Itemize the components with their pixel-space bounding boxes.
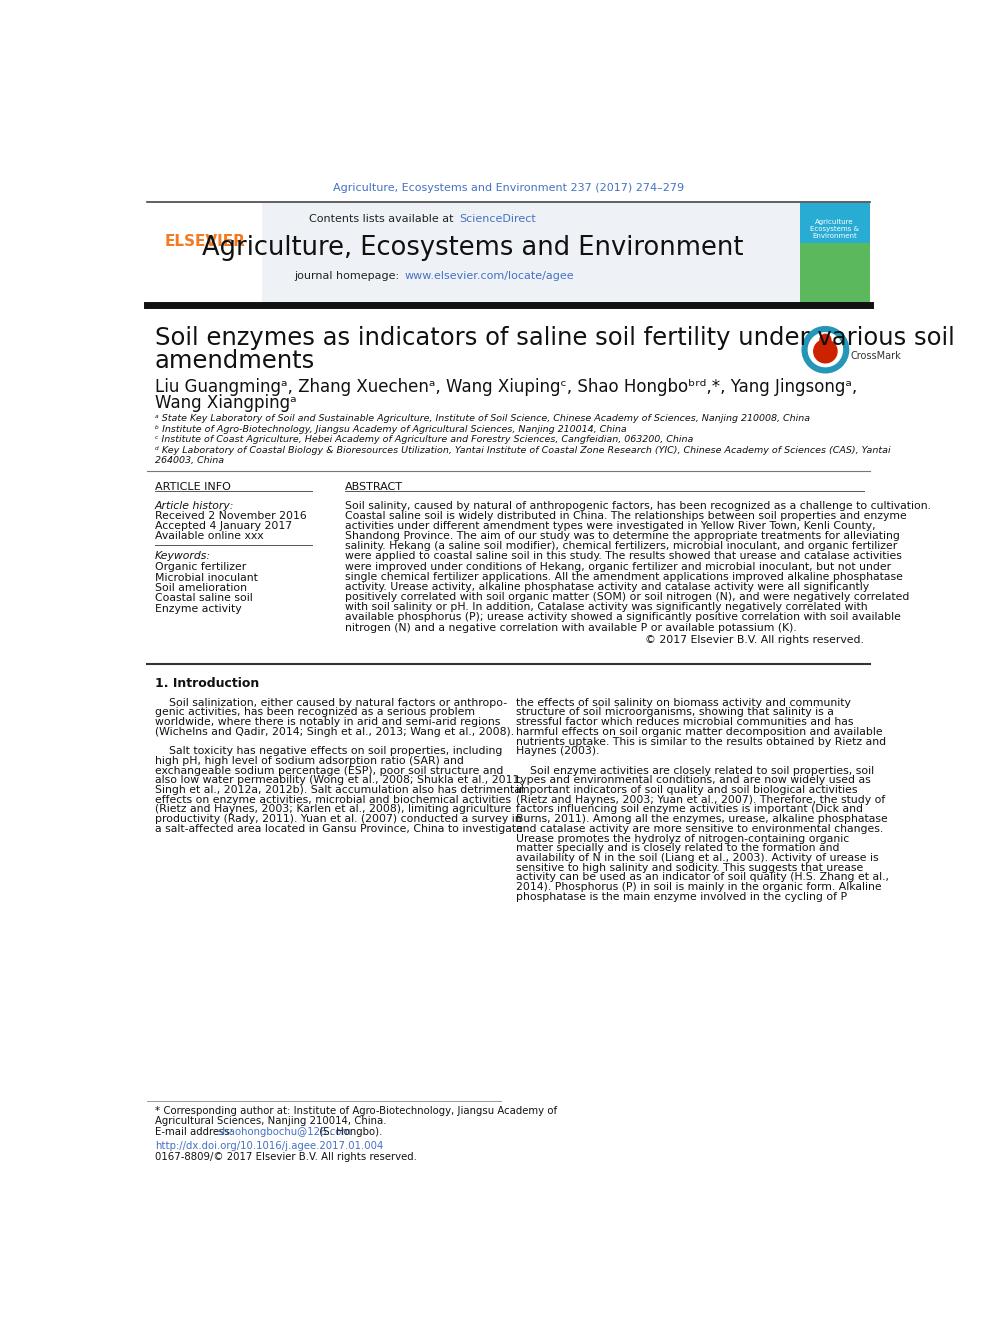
Text: Article history:: Article history: xyxy=(155,500,234,511)
Text: Soil salinity, caused by natural of anthropogenic factors, has been recognized a: Soil salinity, caused by natural of anth… xyxy=(345,500,930,511)
Text: activity can be used as an indicator of soil quality (H.S. Zhang et al.,: activity can be used as an indicator of … xyxy=(516,872,889,882)
Text: genic activities, has been recognized as a serious problem: genic activities, has been recognized as… xyxy=(155,708,475,717)
Text: journal homepage:: journal homepage: xyxy=(295,271,403,280)
Text: Burns, 2011). Among all the enzymes, urease, alkaline phosphatase: Burns, 2011). Among all the enzymes, ure… xyxy=(516,814,888,824)
Text: Singh et al., 2012a, 2012b). Salt accumulation also has detrimental: Singh et al., 2012a, 2012b). Salt accumu… xyxy=(155,785,524,795)
Text: positively correlated with soil organic matter (SOM) or soil nitrogen (N), and w: positively correlated with soil organic … xyxy=(345,593,910,602)
Text: productivity (Rady, 2011). Yuan et al. (2007) conducted a survey in: productivity (Rady, 2011). Yuan et al. (… xyxy=(155,814,522,824)
Text: Accepted 4 January 2017: Accepted 4 January 2017 xyxy=(155,521,292,532)
Text: structure of soil microorganisms, showing that salinity is a: structure of soil microorganisms, showin… xyxy=(516,708,834,717)
Circle shape xyxy=(813,340,837,363)
Text: * Corresponding author at: Institute of Agro-Biotechnology, Jiangsu Academy of: * Corresponding author at: Institute of … xyxy=(155,1106,558,1115)
Text: Soil salinization, either caused by natural factors or anthropo-: Soil salinization, either caused by natu… xyxy=(155,697,507,708)
Text: salinity. Hekang (a saline soil modifier), chemical fertilizers, microbial inocu: salinity. Hekang (a saline soil modifier… xyxy=(345,541,897,552)
FancyBboxPatch shape xyxy=(147,202,262,306)
FancyBboxPatch shape xyxy=(147,202,800,306)
Text: ScienceDirect: ScienceDirect xyxy=(458,214,536,224)
Circle shape xyxy=(808,333,842,366)
Text: Liu Guangmingᵃ, Zhang Xuechenᵃ, Wang Xiupingᶜ, Shao Hongboᵇʳᵈ,*, Yang Jingsongᵃ,: Liu Guangmingᵃ, Zhang Xuechenᵃ, Wang Xiu… xyxy=(155,378,857,396)
Text: amendments: amendments xyxy=(155,349,315,373)
Text: harmful effects on soil organic matter decomposition and available: harmful effects on soil organic matter d… xyxy=(516,726,883,737)
Text: Microbial inoculant: Microbial inoculant xyxy=(155,573,258,582)
Text: Wang Xiangpingᵃ: Wang Xiangpingᵃ xyxy=(155,394,297,411)
Text: Soil amelioration: Soil amelioration xyxy=(155,583,247,593)
Text: and catalase activity are more sensitive to environmental changes.: and catalase activity are more sensitive… xyxy=(516,824,884,833)
Text: types and environmental conditions, and are now widely used as: types and environmental conditions, and … xyxy=(516,775,871,786)
Text: Contents lists available at: Contents lists available at xyxy=(310,214,457,224)
Text: Shandong Province. The aim of our study was to determine the appropriate treatme: Shandong Province. The aim of our study … xyxy=(345,531,900,541)
Text: ᵇ Institute of Agro-Biotechnology, Jiangsu Academy of Agricultural Sciences, Nan: ᵇ Institute of Agro-Biotechnology, Jiang… xyxy=(155,425,627,434)
Text: Salt toxicity has negative effects on soil properties, including: Salt toxicity has negative effects on so… xyxy=(155,746,502,757)
Text: nitrogen (N) and a negative correlation with available P or available potassium : nitrogen (N) and a negative correlation … xyxy=(345,623,797,632)
Text: also low water permeability (Wong et al., 2008; Shukla et al., 2011;: also low water permeability (Wong et al.… xyxy=(155,775,523,786)
Text: stressful factor which reduces microbial communities and has: stressful factor which reduces microbial… xyxy=(516,717,854,728)
Text: availability of N in the soil (Liang et al., 2003). Activity of urease is: availability of N in the soil (Liang et … xyxy=(516,853,879,863)
Text: (Rietz and Haynes, 2003; Karlen et al., 2008), limiting agriculture: (Rietz and Haynes, 2003; Karlen et al., … xyxy=(155,804,511,815)
Circle shape xyxy=(803,327,848,373)
FancyBboxPatch shape xyxy=(800,243,870,306)
Text: phosphatase is the main enzyme involved in the cycling of P: phosphatase is the main enzyme involved … xyxy=(516,892,847,902)
Text: 264003, China: 264003, China xyxy=(155,456,224,464)
Text: worldwide, where there is notably in arid and semi-arid regions: worldwide, where there is notably in ari… xyxy=(155,717,500,728)
Text: Available online xxx: Available online xxx xyxy=(155,532,264,541)
Text: Agriculture
Ecosystems &
Environment: Agriculture Ecosystems & Environment xyxy=(810,218,859,239)
Text: with soil salinity or pH. In addition, Catalase activity was significantly negat: with soil salinity or pH. In addition, C… xyxy=(345,602,867,613)
Text: Agriculture, Ecosystems and Environment: Agriculture, Ecosystems and Environment xyxy=(202,235,743,261)
Text: the effects of soil salinity on biomass activity and community: the effects of soil salinity on biomass … xyxy=(516,697,851,708)
Text: shaohongbochu@126.com: shaohongbochu@126.com xyxy=(217,1127,351,1136)
Text: ᶜ Institute of Coast Agriculture, Hebei Academy of Agriculture and Forestry Scie: ᶜ Institute of Coast Agriculture, Hebei … xyxy=(155,435,693,445)
Text: Coastal saline soil: Coastal saline soil xyxy=(155,594,253,603)
Text: ABSTRACT: ABSTRACT xyxy=(345,482,403,492)
Text: http://dx.doi.org/10.1016/j.agee.2017.01.004: http://dx.doi.org/10.1016/j.agee.2017.01… xyxy=(155,1140,383,1151)
Text: matter specially and is closely related to the formation and: matter specially and is closely related … xyxy=(516,843,839,853)
Text: exchangeable sodium percentage (ESP), poor soil structure and: exchangeable sodium percentage (ESP), po… xyxy=(155,766,503,775)
Text: CrossMark: CrossMark xyxy=(850,351,901,361)
Text: ᵈ Key Laboratory of Coastal Biology & Bioresources Utilization, Yantai Institute: ᵈ Key Laboratory of Coastal Biology & Bi… xyxy=(155,446,891,455)
Text: Agriculture, Ecosystems and Environment 237 (2017) 274–279: Agriculture, Ecosystems and Environment … xyxy=(333,183,683,193)
Text: 2014). Phosphorus (P) in soil is mainly in the organic form. Alkaline: 2014). Phosphorus (P) in soil is mainly … xyxy=(516,882,882,892)
Text: important indicators of soil quality and soil biological activities: important indicators of soil quality and… xyxy=(516,785,858,795)
Text: Received 2 November 2016: Received 2 November 2016 xyxy=(155,512,307,521)
Text: Agricultural Sciences, Nanjing 210014, China.: Agricultural Sciences, Nanjing 210014, C… xyxy=(155,1115,387,1126)
Text: Keywords:: Keywords: xyxy=(155,552,211,561)
Text: www.elsevier.com/locate/agee: www.elsevier.com/locate/agee xyxy=(405,271,574,280)
Text: Haynes (2003).: Haynes (2003). xyxy=(516,746,599,757)
Text: (Rietz and Haynes, 2003; Yuan et al., 2007). Therefore, the study of: (Rietz and Haynes, 2003; Yuan et al., 20… xyxy=(516,795,886,804)
Text: a salt-affected area located in Gansu Province, China to investigate: a salt-affected area located in Gansu Pr… xyxy=(155,824,523,833)
Text: © 2017 Elsevier B.V. All rights reserved.: © 2017 Elsevier B.V. All rights reserved… xyxy=(645,635,864,646)
Text: activities under different amendment types were investigated in Yellow River Tow: activities under different amendment typ… xyxy=(345,521,876,531)
Text: high pH, high level of sodium adsorption ratio (SAR) and: high pH, high level of sodium adsorption… xyxy=(155,755,464,766)
Text: ᵃ State Key Laboratory of Soil and Sustainable Agriculture, Institute of Soil Sc: ᵃ State Key Laboratory of Soil and Susta… xyxy=(155,414,810,423)
Circle shape xyxy=(820,335,830,345)
FancyBboxPatch shape xyxy=(800,202,870,306)
Text: were improved under conditions of Hekang, organic fertilizer and microbial inocu: were improved under conditions of Hekang… xyxy=(345,562,891,572)
Text: available phosphorus (P); urease activity showed a significantly positive correl: available phosphorus (P); urease activit… xyxy=(345,613,901,622)
Text: sensitive to high salinity and sodicity. This suggests that urease: sensitive to high salinity and sodicity.… xyxy=(516,863,863,873)
Text: Enzyme activity: Enzyme activity xyxy=(155,603,242,614)
Text: ELSEVIER: ELSEVIER xyxy=(164,234,245,250)
Text: effects on enzyme activities, microbial and biochemical activities: effects on enzyme activities, microbial … xyxy=(155,795,511,804)
Text: factors influencing soil enzyme activities is important (Dick and: factors influencing soil enzyme activiti… xyxy=(516,804,863,815)
Text: Soil enzymes as indicators of saline soil fertility under various soil: Soil enzymes as indicators of saline soi… xyxy=(155,325,954,349)
Text: activity. Urease activity, alkaline phosphatase activity and catalase activity w: activity. Urease activity, alkaline phos… xyxy=(345,582,869,591)
Text: (Wichelns and Qadir, 2014; Singh et al., 2013; Wang et al., 2008).: (Wichelns and Qadir, 2014; Singh et al.,… xyxy=(155,726,514,737)
Text: Soil enzyme activities are closely related to soil properties, soil: Soil enzyme activities are closely relat… xyxy=(516,766,874,775)
Text: nutrients uptake. This is similar to the results obtained by Rietz and: nutrients uptake. This is similar to the… xyxy=(516,737,886,746)
Text: Organic fertilizer: Organic fertilizer xyxy=(155,562,246,573)
Text: E-mail address:: E-mail address: xyxy=(155,1127,236,1136)
Text: Coastal saline soil is widely distributed in China. The relationships between so: Coastal saline soil is widely distribute… xyxy=(345,511,907,521)
Text: 1. Introduction: 1. Introduction xyxy=(155,677,259,691)
Text: were applied to coastal saline soil in this study. The results showed that ureas: were applied to coastal saline soil in t… xyxy=(345,552,902,561)
Text: ARTICLE INFO: ARTICLE INFO xyxy=(155,482,231,492)
Text: Urease promotes the hydrolyz of nitrogen-containing organic: Urease promotes the hydrolyz of nitrogen… xyxy=(516,833,849,844)
Text: 0167-8809/© 2017 Elsevier B.V. All rights reserved.: 0167-8809/© 2017 Elsevier B.V. All right… xyxy=(155,1152,417,1162)
Text: (S. Hongbo).: (S. Hongbo). xyxy=(316,1127,383,1136)
Text: single chemical fertilizer applications. All the amendment applications improved: single chemical fertilizer applications.… xyxy=(345,572,903,582)
